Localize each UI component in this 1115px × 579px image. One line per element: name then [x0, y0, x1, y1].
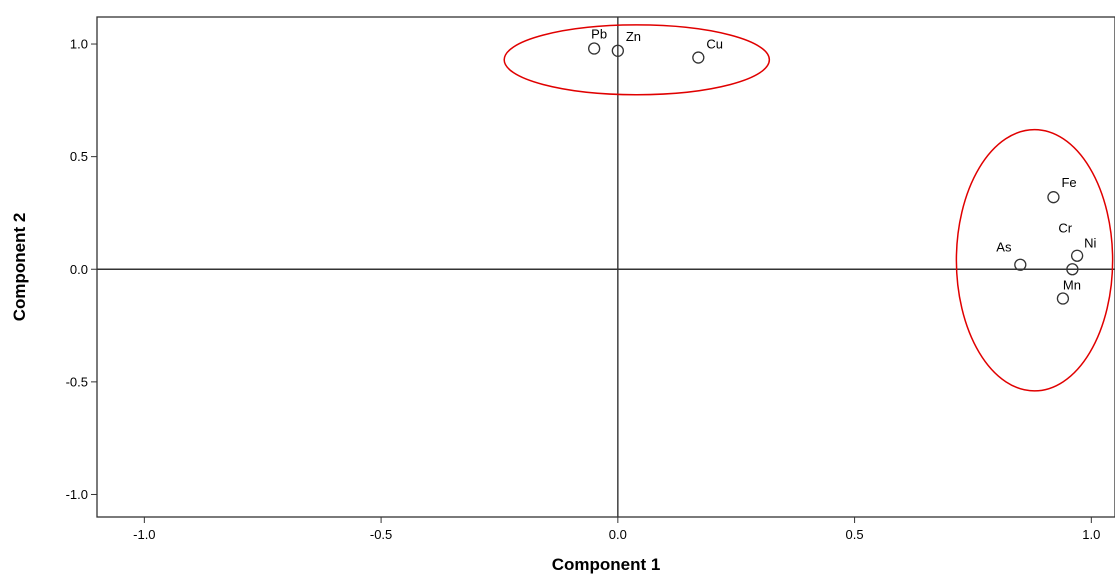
point-ni	[1070, 249, 1084, 262]
point-label-zn: Zn	[626, 29, 641, 44]
reference-lines	[97, 17, 1115, 517]
point-label-ni: Ni	[1084, 236, 1096, 251]
y-tick-label: 0.5	[70, 149, 88, 164]
point-fe	[1047, 191, 1060, 204]
y-axis-ticks: -1.0 -0.5 0.0 0.5 1.0	[66, 37, 97, 502]
point-label-pb: Pb	[591, 27, 607, 42]
x-tick-label: 1.0	[1082, 527, 1100, 542]
point-pb	[588, 42, 601, 55]
x-tick-label: -1.0	[133, 527, 155, 542]
point-zn	[611, 44, 624, 57]
plot-frame	[96, 16, 1115, 518]
x-axis-ticks: -1.0 -0.5 0.0 0.5 1.0	[133, 517, 1100, 542]
data-points	[588, 42, 1084, 305]
y-tick-label: 1.0	[70, 37, 88, 52]
point-label-cr: Cr	[1058, 220, 1072, 235]
point-label-fe: Fe	[1061, 175, 1076, 190]
point-labels: Pb Zn Cu Fe Cr Ni As Mn	[591, 27, 1096, 293]
point-label-as: As	[996, 240, 1012, 255]
point-label-mn: Mn	[1063, 278, 1081, 293]
y-tick-label: 0.0	[70, 262, 88, 277]
x-tick-label: -0.5	[370, 527, 392, 542]
point-label-cu: Cu	[706, 37, 723, 52]
highlight-ellipse-2	[955, 128, 1114, 392]
highlight-ellipses	[503, 24, 1114, 392]
point-as	[1014, 258, 1027, 271]
y-tick-label: -1.0	[66, 487, 88, 502]
highlight-ellipse-1	[503, 24, 771, 96]
point-cu	[692, 51, 705, 64]
point-mn	[1056, 292, 1070, 305]
y-axis-title: Component 2	[10, 213, 29, 322]
x-tick-label: 0.5	[846, 527, 864, 542]
point-cr	[1066, 263, 1079, 276]
y-tick-label: -0.5	[66, 374, 88, 389]
x-axis-title: Component 1	[552, 555, 661, 574]
x-tick-label: 0.0	[609, 527, 627, 542]
